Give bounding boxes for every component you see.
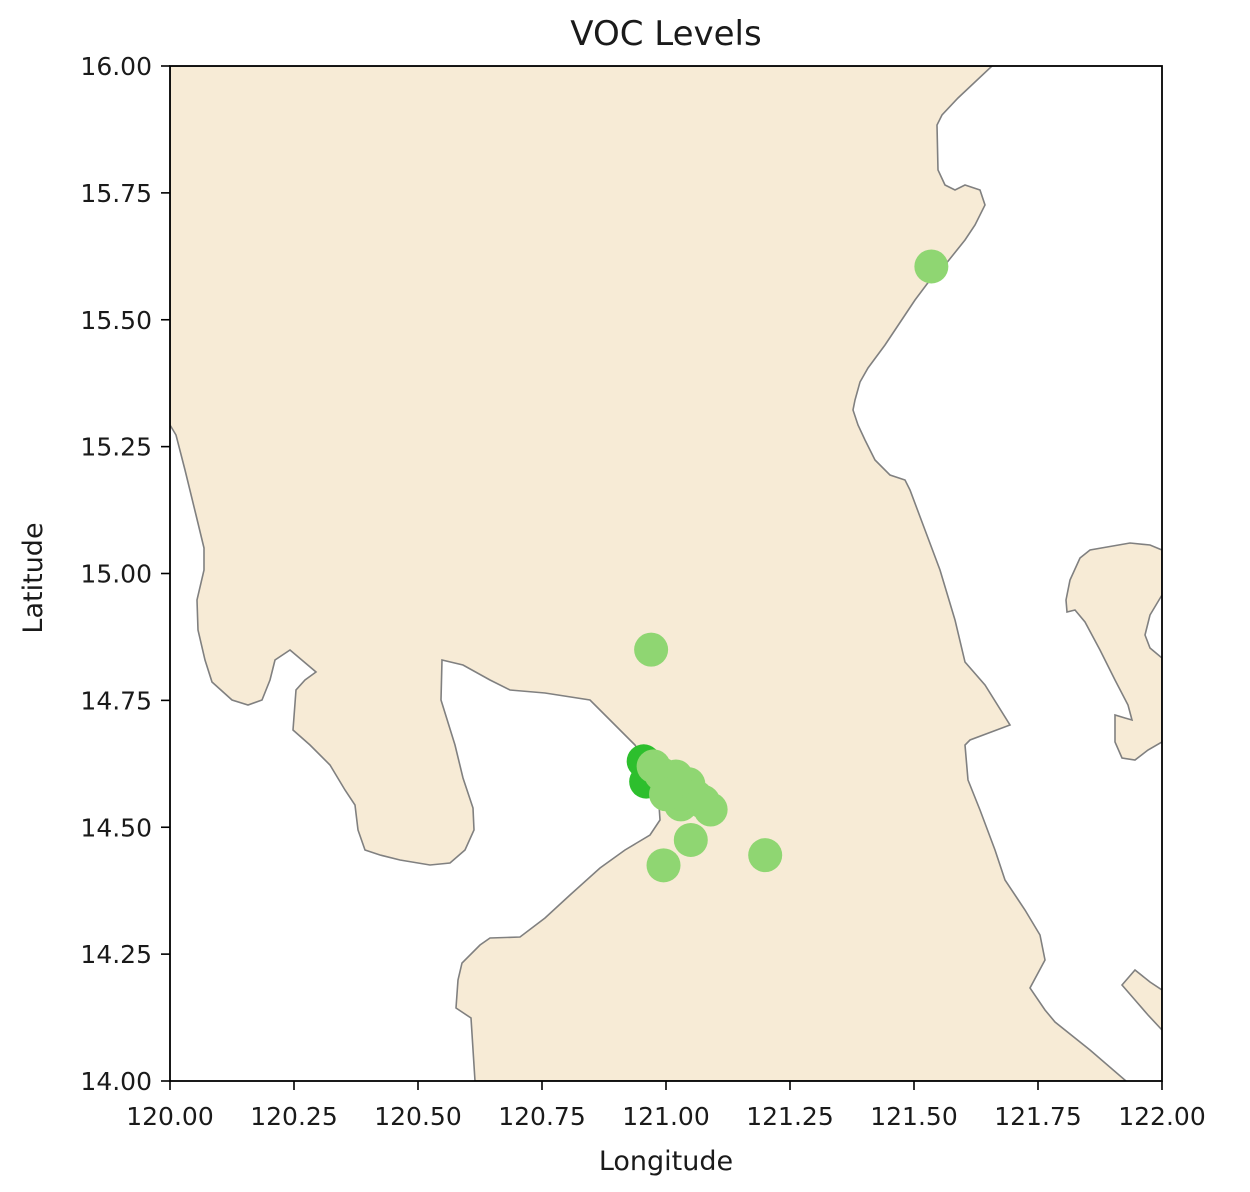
y-tick-label: 16.00 — [80, 52, 152, 81]
voc-point-1 — [914, 249, 949, 284]
chart-title: VOC Levels — [570, 14, 761, 54]
voc-point-14 — [693, 792, 728, 827]
y-tick-label: 15.00 — [80, 560, 152, 589]
southeast-islet — [1120, 968, 1162, 1032]
x-tick-label: 121.75 — [994, 1102, 1081, 1131]
x-tick-label: 122.00 — [1118, 1102, 1205, 1131]
x-tick-label: 120.25 — [250, 1102, 337, 1131]
y-tick-label: 15.75 — [80, 179, 152, 208]
y-tick-label: 15.25 — [80, 433, 152, 462]
x-axis-ticks: 120.00 120.25 120.50 120.75 121.00 121.25 121.… — [126, 1081, 1206, 1131]
y-tick-label: 14.75 — [80, 686, 152, 715]
y-tick-label: 14.00 — [80, 1067, 152, 1096]
voc-point-17 — [646, 848, 681, 883]
voc-point-15 — [649, 777, 683, 812]
y-axis-label: Latitude — [18, 522, 49, 633]
x-tick-label: 121.00 — [622, 1102, 709, 1131]
y-tick-label: 15.50 — [80, 306, 152, 335]
x-tick-label: 121.25 — [746, 1102, 833, 1131]
voc-point-18 — [748, 838, 783, 873]
y-tick-label: 14.50 — [80, 813, 152, 842]
y-axis-ticks: 14.00 14.25 14.50 14.75 15.00 15.25 15.50 15.75… — [80, 52, 170, 1096]
x-tick-label: 120.00 — [126, 1102, 213, 1131]
polillo-island — [1065, 542, 1162, 761]
voc-points — [626, 249, 949, 883]
voc-point-2 — [634, 632, 669, 667]
x-axis-label: Longitude — [599, 1146, 733, 1177]
luzon-landmass — [170, 66, 1128, 1081]
land-layer — [170, 66, 1162, 1081]
voc-point-16 — [673, 822, 708, 857]
y-tick-label: 14.25 — [80, 940, 152, 969]
x-tick-label: 120.75 — [498, 1102, 585, 1131]
plot-area — [170, 66, 1162, 1081]
x-tick-label: 121.50 — [870, 1102, 957, 1131]
x-tick-label: 120.50 — [374, 1102, 461, 1131]
